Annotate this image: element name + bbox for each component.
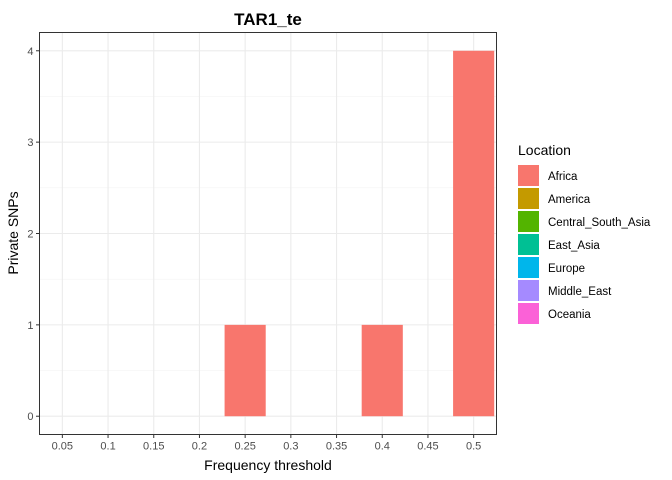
y-tick-label: 2 <box>27 229 33 241</box>
x-tick-label: 0.4 <box>375 441 390 453</box>
bars <box>224 50 495 417</box>
x-axis: 0.05 0.1 0.15 0.2 0.25 0.3 0.35 0.4 0.45 0.5 <box>52 434 481 453</box>
y-axis: 0 1 2 3 4 <box>27 46 40 423</box>
legend-label: Europe <box>548 263 585 275</box>
y-tick-label: 3 <box>27 137 33 149</box>
legend-label: Oceania <box>548 309 591 321</box>
legend-swatch <box>518 280 539 301</box>
legend-label: Central_South_Asia <box>548 217 651 229</box>
x-tick-label: 0.15 <box>143 441 164 453</box>
legend-swatch <box>518 188 539 209</box>
legend-label: America <box>548 194 591 206</box>
x-tick-label: 0.45 <box>417 441 438 453</box>
legend-swatch <box>518 257 539 278</box>
legend-label: Middle_East <box>548 286 612 298</box>
y-tick-label: 0 <box>27 411 33 423</box>
legend: Location Africa America Central_South_Asia… <box>518 142 651 324</box>
y-tick-label: 4 <box>27 46 33 58</box>
y-tick-label: 1 <box>27 320 33 332</box>
chart-title: TAR1_te <box>234 10 302 29</box>
legend-swatch <box>518 211 539 232</box>
x-tick-label: 0.35 <box>326 441 347 453</box>
x-axis-title: Frequency threshold <box>204 457 332 473</box>
y-axis-title: Private SNPs <box>5 191 21 274</box>
x-tick-label: 0.05 <box>52 441 73 453</box>
x-tick-label: 0.5 <box>466 441 481 453</box>
x-tick-label: 0.3 <box>283 441 298 453</box>
x-tick-label: 0.25 <box>234 441 255 453</box>
bar <box>361 324 403 417</box>
bar <box>224 324 266 417</box>
legend-label: East_Asia <box>548 240 600 252</box>
legend-label: Africa <box>548 171 578 183</box>
bar <box>453 50 495 417</box>
legend-swatch <box>518 234 539 255</box>
x-tick-label: 0.2 <box>192 441 207 453</box>
minor-gridlines <box>39 96 497 371</box>
legend-swatch <box>518 303 539 324</box>
legend-swatch <box>518 165 539 186</box>
legend-title: Location <box>518 142 571 158</box>
x-tick-label: 0.1 <box>100 441 115 453</box>
